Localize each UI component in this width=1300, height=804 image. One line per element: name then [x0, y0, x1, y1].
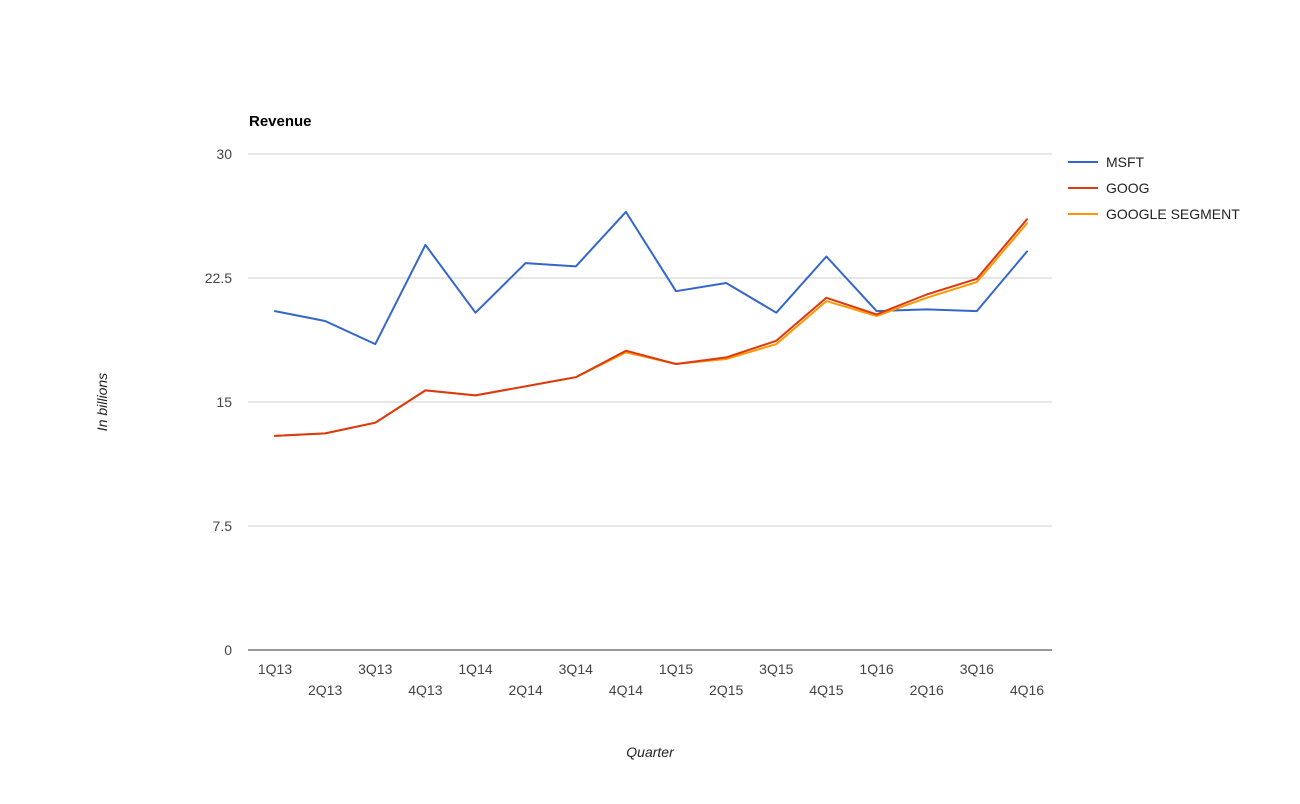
y-tick-label: 15: [216, 394, 232, 410]
legend-label-goog: GOOG: [1106, 180, 1150, 196]
x-tick-label: 3Q15: [759, 661, 793, 677]
x-axis-title: Quarter: [626, 744, 675, 760]
x-tick-label: 3Q13: [358, 661, 392, 677]
x-tick-label: 1Q16: [859, 661, 893, 677]
y-tick-label: 7.5: [213, 518, 233, 534]
x-tick-label: 1Q15: [659, 661, 693, 677]
y-axis-title: In billions: [94, 373, 110, 431]
x-tick-label: 2Q13: [308, 682, 342, 698]
series-lines: [274, 210, 1028, 437]
x-tick-label: 3Q16: [960, 661, 994, 677]
y-tick-label: 22.5: [205, 270, 232, 286]
x-tick-label: 4Q13: [408, 682, 442, 698]
x-tick-label: 4Q16: [1010, 682, 1044, 698]
legend-label-msft: MSFT: [1106, 154, 1145, 170]
legend-label-google-segment: GOOGLE SEGMENT: [1106, 206, 1240, 222]
x-tick-label: 1Q13: [258, 661, 292, 677]
legend: MSFT GOOG GOOGLE SEGMENT: [1068, 154, 1240, 222]
y-tick-label: 30: [216, 146, 232, 162]
chart-title: Revenue: [249, 113, 312, 130]
series-line-msft: [274, 210, 1028, 346]
x-tick-label: 2Q14: [509, 682, 543, 698]
series-line-google-segment: [274, 222, 1028, 437]
x-tick-label: 3Q14: [559, 661, 593, 677]
x-tick-label: 2Q15: [709, 682, 743, 698]
y-tick-label: 0: [224, 642, 232, 658]
x-axis-tick-labels: 1Q13 2Q13 3Q13 4Q13 1Q14 2Q14 3Q14 4Q14 1Q15 2Q15…: [258, 661, 1044, 698]
gridlines: [248, 153, 1052, 527]
x-tick-label: 4Q14: [609, 682, 643, 698]
x-tick-label: 4Q15: [809, 682, 843, 698]
y-axis-tick-labels: 0 7.5 15 22.5 30: [205, 146, 232, 658]
series-line-goog: [274, 218, 1028, 437]
x-tick-label: 2Q16: [910, 682, 944, 698]
x-tick-label: 1Q14: [458, 661, 492, 677]
